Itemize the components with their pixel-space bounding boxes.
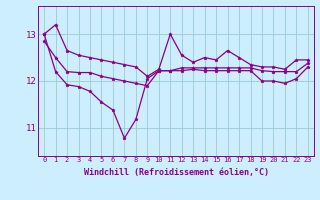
X-axis label: Windchill (Refroidissement éolien,°C): Windchill (Refroidissement éolien,°C) — [84, 168, 268, 177]
